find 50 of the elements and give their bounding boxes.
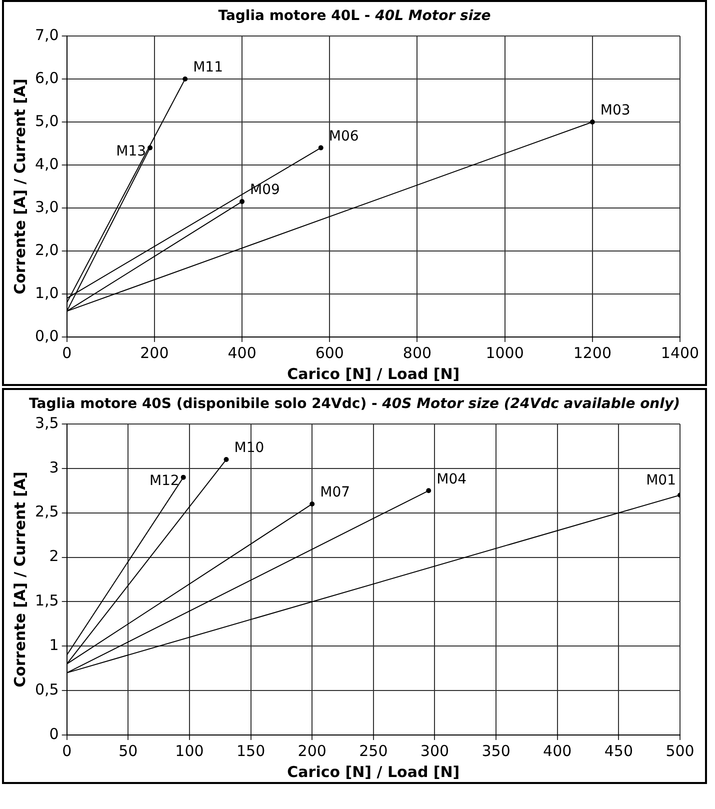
series-label: M04: [436, 471, 467, 488]
x-tick-label: 1400: [660, 344, 700, 362]
y-axis-title: Corrente [A] / Current [A]: [10, 472, 29, 688]
series-label: M09: [250, 182, 280, 198]
x-tick-label: 200: [298, 742, 326, 760]
series-label: M06: [328, 128, 359, 144]
x-tick-label: 1200: [573, 344, 612, 362]
y-tick-label: 2,0: [34, 240, 59, 259]
y-tick-label: 1,5: [34, 592, 59, 610]
x-tick-label: 1000: [486, 344, 524, 362]
chart-title: Taglia motore 40S (disponibile solo 24Vdc) - 40S Motor size (24Vdc available only): [28, 395, 681, 412]
x-tick-label: 300: [420, 742, 450, 760]
x-tick-label: 100: [175, 742, 204, 760]
y-axis-title: Corrente [A] / Current [A]: [10, 78, 29, 294]
x-tick-label: 400: [543, 742, 572, 760]
series-label: M01: [646, 472, 676, 489]
x-axis-title: Carico [N] / Load [N]: [287, 364, 460, 383]
y-tick-label: 6,0: [34, 68, 59, 87]
x-tick-label: 250: [359, 742, 388, 760]
y-tick-label: 3: [49, 458, 59, 476]
y-tick-label: 0,0: [34, 326, 59, 345]
x-tick-label: 50: [118, 742, 138, 760]
y-tick-label: 2: [49, 547, 59, 566]
chart-title: Taglia motore 40L - 40L Motor size: [217, 7, 492, 24]
series-label: M07: [320, 484, 350, 501]
series-label: M12: [149, 472, 180, 489]
x-tick-label: 150: [236, 742, 266, 760]
y-tick-label: 1,0: [34, 284, 59, 302]
y-tick-label: 2,5: [34, 502, 59, 521]
x-tick-label: 800: [402, 344, 432, 362]
x-tick-label: 0: [62, 344, 72, 362]
y-tick-label: 0: [49, 724, 59, 743]
y-tick-label: 4,0: [34, 154, 59, 173]
y-tick-label: 1: [49, 636, 59, 654]
x-tick-label: 450: [604, 742, 634, 760]
x-tick-label: 600: [315, 344, 344, 362]
series-label: M13: [116, 143, 146, 160]
series-label: M11: [193, 60, 224, 76]
y-tick-label: 3,5: [34, 414, 59, 432]
x-tick-label: 200: [140, 344, 169, 362]
y-tick-label: 3,0: [34, 198, 59, 216]
y-tick-label: 5,0: [34, 112, 59, 130]
series-label: M03: [600, 102, 630, 119]
y-tick-label: 7,0: [34, 26, 59, 44]
x-tick-label: 350: [482, 742, 510, 760]
x-axis-title: Carico [N] / Load [N]: [287, 762, 460, 781]
x-tick-label: 500: [666, 742, 694, 760]
x-tick-label: 400: [228, 344, 256, 362]
x-tick-label: 0: [62, 742, 72, 760]
y-tick-label: 0,5: [34, 680, 59, 698]
